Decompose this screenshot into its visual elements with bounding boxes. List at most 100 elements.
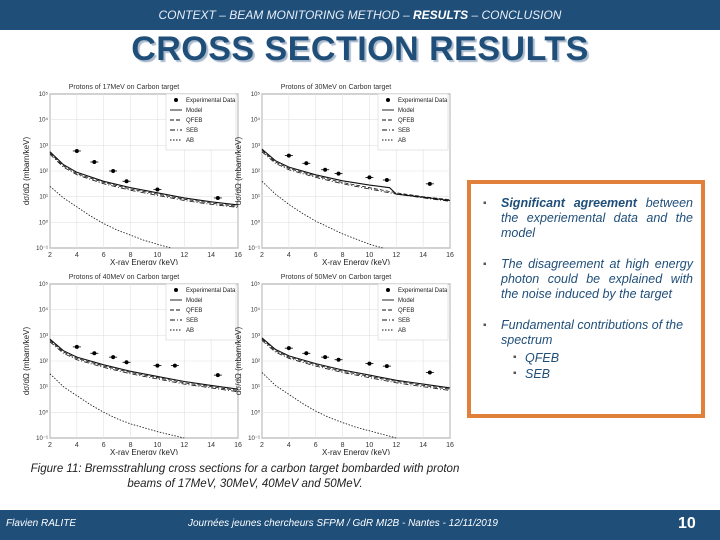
data-point [124, 360, 129, 365]
x-axis-label: X-ray Energy (keV) [110, 448, 178, 455]
y-tick-label: 10⁴ [39, 307, 49, 314]
y-tick-label: 10⁻¹ [248, 436, 260, 442]
nav-context: CONTEXT – BEAM MONITORING METHOD – [158, 8, 413, 22]
y-tick-label: 10¹ [39, 195, 48, 201]
y-tick-label: 10⁰ [251, 219, 261, 226]
y-tick-label: 10³ [251, 333, 260, 339]
chart-40mev: Protons of 40MeV on Carbon target 2 4 6 8 10 1… [20, 270, 245, 455]
finding-contributions: ▪ Fundamental contributions of the spect… [479, 318, 693, 382]
x-tick-label: 6 [102, 442, 106, 449]
x-tick-label: 12 [180, 252, 188, 259]
y-tick-label: 10¹ [251, 195, 260, 201]
finding-agreement-text: between the experiemental data and the m… [501, 196, 693, 240]
legend-qfeb: QFEB [398, 308, 414, 314]
ab-curve [49, 373, 185, 439]
data-point [215, 195, 220, 200]
x-tick-label: 12 [392, 252, 400, 259]
x-tick-label: 8 [129, 252, 133, 259]
chart-title: Protons of 17MeV on Carbon target [69, 84, 180, 91]
x-tick-label: 14 [419, 442, 427, 449]
chart-50mev: Protons of 50MeV on Carbon target 2 4 6 8 10 1… [232, 270, 457, 455]
data-point [286, 153, 291, 158]
x-tick-label: 16 [234, 442, 242, 449]
y-tick-label: 10⁴ [251, 117, 261, 124]
y-tick-label: 10⁵ [39, 91, 49, 98]
contribution-seb-text: SEB [525, 367, 551, 381]
x-tick-label: 6 [102, 252, 106, 259]
y-tick-label: 10² [39, 169, 48, 175]
bullet-icon: ▪ [483, 320, 487, 331]
x-tick-label: 8 [129, 442, 133, 449]
y-tick-label: 10² [251, 169, 260, 175]
x-tick-label: 8 [341, 252, 345, 259]
x-tick-label: 2 [260, 252, 264, 259]
data-point [427, 181, 432, 186]
model-curve [49, 338, 239, 390]
legend-exp: Experimental Data [398, 288, 448, 294]
y-tick-label: 10⁻¹ [36, 436, 48, 442]
legend-seb: SEB [398, 318, 410, 324]
finding-agreement-strong: Significant agreement [501, 196, 637, 210]
legend-exp: Experimental Data [186, 288, 236, 294]
x-tick-label: 10 [154, 252, 162, 259]
contribution-seb: ▪ SEB [501, 366, 693, 382]
y-tick-label: 10⁰ [39, 219, 49, 226]
x-tick-label: 4 [75, 252, 79, 259]
chart-title: Protons of 30MeV on Carbon target [281, 84, 392, 91]
y-tick-label: 10² [251, 359, 260, 365]
y-tick-label: 10⁴ [251, 307, 261, 314]
data-point [286, 346, 291, 351]
y-tick-label: 10⁵ [251, 281, 261, 288]
y-tick-label: 10⁻¹ [248, 246, 260, 252]
y-tick-label: 10³ [39, 143, 48, 149]
x-tick-label: 10 [366, 252, 374, 259]
x-tick-label: 2 [48, 252, 52, 259]
header-bar [0, 0, 720, 30]
x-tick-label: 14 [419, 252, 427, 259]
qfeb-curve [261, 150, 451, 201]
data-point [111, 169, 116, 173]
x-tick-label: 14 [207, 252, 215, 259]
x-tick-label: 4 [287, 252, 291, 259]
y-axis-label: dσ/dΩ (mbarn/keV) [22, 137, 31, 206]
legend-exp-marker [174, 98, 178, 102]
y-tick-label: 10¹ [251, 385, 260, 391]
y-axis-label: dσ/dΩ (mbarn/keV) [22, 327, 31, 396]
legend-model: Model [398, 298, 414, 304]
legend-ab: AB [186, 138, 194, 144]
x-tick-label: 16 [234, 252, 242, 259]
legend-box [165, 93, 237, 151]
bullet-icon: ▪ [483, 198, 487, 209]
legend-qfeb: QFEB [398, 118, 414, 124]
legend-seb: SEB [186, 128, 198, 134]
legend-box [377, 93, 449, 151]
footer-bar: Flavien RALITE Journées jeunes chercheur… [0, 510, 720, 540]
slide-title: CROSS SECTION RESULTS [131, 30, 589, 68]
x-tick-label: 10 [154, 442, 162, 449]
x-tick-label: 4 [287, 442, 291, 449]
x-tick-label: 14 [207, 442, 215, 449]
contribution-qfeb: ▪ QFEB [501, 350, 693, 366]
x-tick-label: 16 [446, 252, 454, 259]
chart-17mev-svg: Protons of 17MeV on Carbon target 2 4 6 8 10 1… [22, 84, 242, 265]
y-tick-label: 10¹ [39, 385, 48, 391]
page-number: 10 [678, 515, 696, 532]
data-point [74, 148, 79, 153]
y-tick-label: 10⁰ [39, 409, 49, 416]
seb-curve [261, 151, 451, 202]
data-point [336, 171, 341, 176]
legend-box [377, 283, 449, 341]
data-point [336, 357, 341, 362]
legend-model: Model [186, 298, 202, 304]
y-tick-label: 10³ [39, 333, 48, 339]
y-tick-label: 10³ [251, 143, 260, 149]
bullet-icon: ▪ [513, 352, 517, 363]
model-curve [261, 148, 451, 202]
data-point [155, 187, 160, 192]
legend-ab: AB [398, 138, 406, 144]
data-point [367, 361, 372, 366]
ab-curve [261, 372, 397, 439]
chart-30mev: Protons of 30MeV on Carbon target 2 4 6 8 10 1… [232, 80, 457, 265]
contribution-qfeb-text: QFEB [525, 351, 560, 365]
chart-30mev-svg: Protons of 30MeV on Carbon target 2 4 6 8 10 1… [234, 84, 454, 265]
